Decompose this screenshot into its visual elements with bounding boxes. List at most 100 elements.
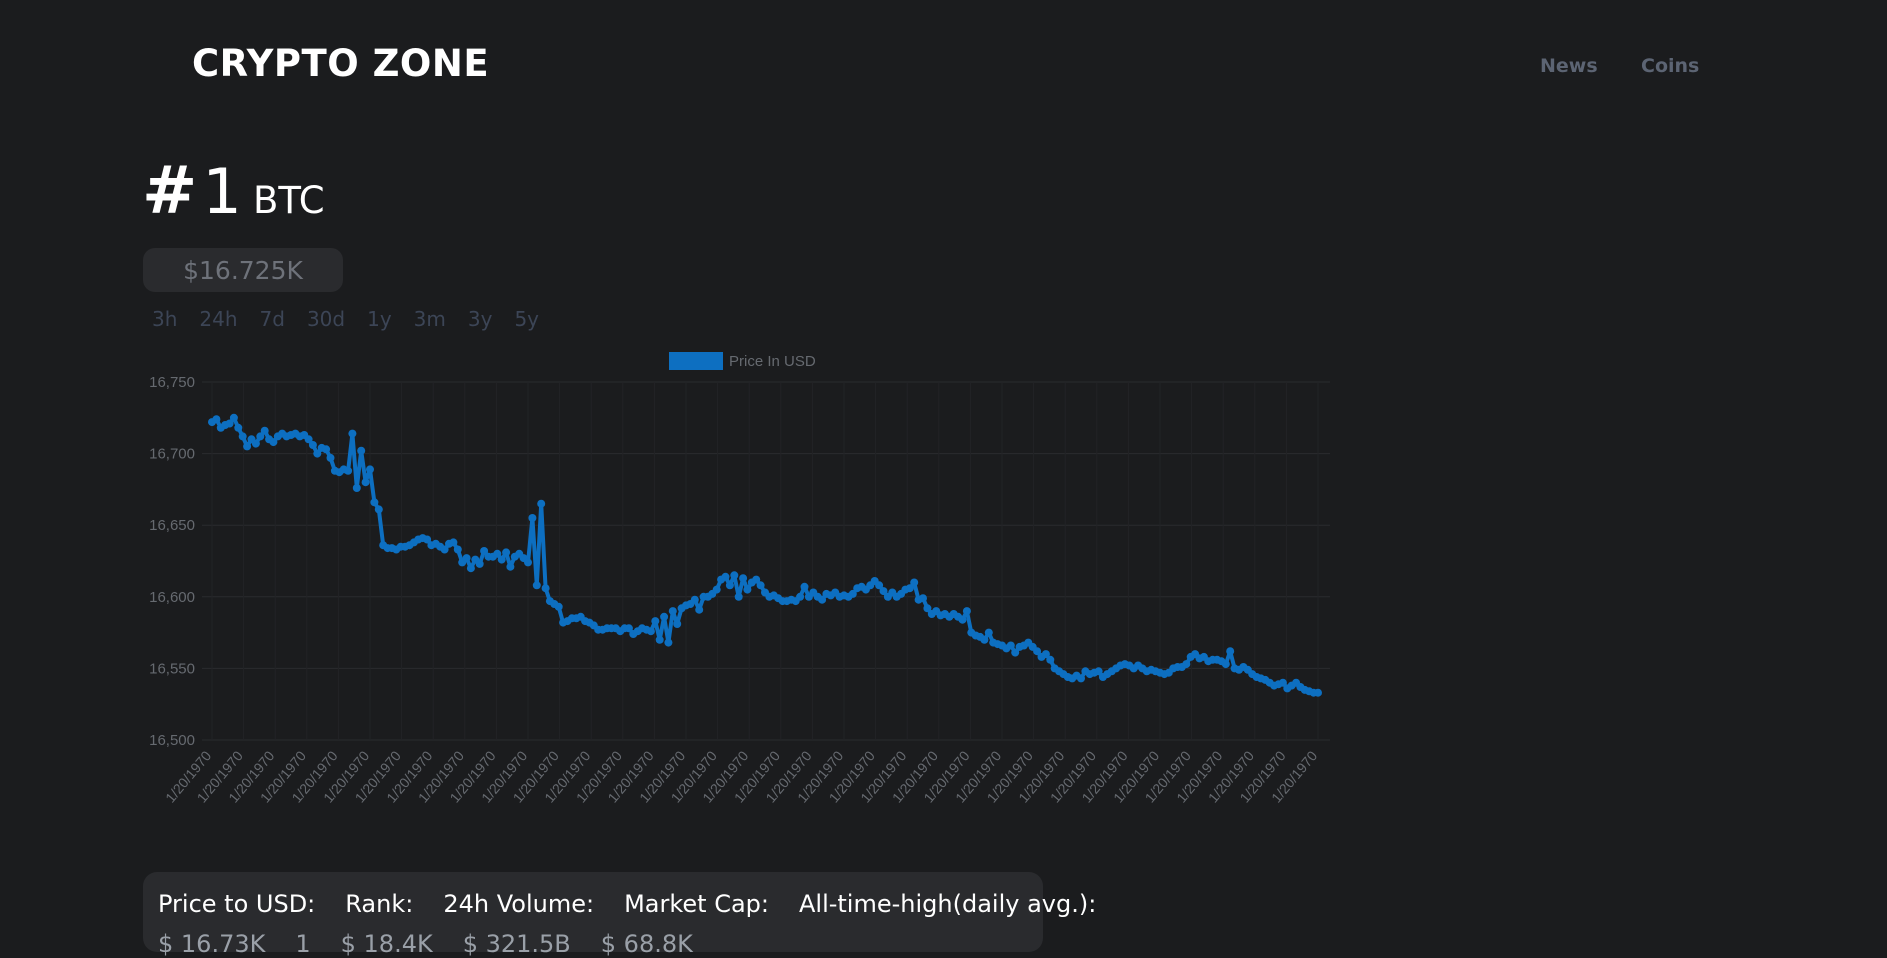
data-point bbox=[800, 582, 809, 591]
data-point bbox=[962, 607, 971, 616]
data-point bbox=[374, 505, 383, 514]
stat-value-price: $ 16.73K bbox=[158, 930, 266, 958]
data-point bbox=[466, 564, 475, 573]
data-point bbox=[370, 498, 379, 507]
data-point bbox=[1041, 650, 1050, 659]
data-point bbox=[497, 555, 506, 564]
data-point bbox=[1182, 660, 1191, 669]
data-point bbox=[532, 581, 541, 590]
range-24h[interactable]: 24h bbox=[199, 307, 238, 331]
data-point bbox=[524, 558, 532, 567]
range-30d[interactable]: 30d bbox=[306, 307, 346, 331]
rank-prefix: # bbox=[142, 152, 198, 229]
data-point bbox=[668, 607, 677, 616]
range-1y[interactable]: 1y bbox=[367, 307, 392, 331]
stat-value-ath: $ 68.8K bbox=[600, 930, 693, 958]
price-badge: $16.725K bbox=[143, 248, 343, 292]
data-point bbox=[453, 545, 462, 554]
data-point bbox=[344, 466, 353, 475]
brand-logo[interactable]: CRYPTO ZONE bbox=[192, 42, 490, 85]
data-point bbox=[212, 415, 221, 424]
data-point bbox=[304, 435, 313, 444]
stat-label-rank: Rank: bbox=[345, 890, 414, 918]
data-point bbox=[624, 624, 633, 633]
data-point bbox=[875, 581, 884, 590]
range-3h[interactable]: 3h bbox=[152, 307, 178, 331]
range-3m[interactable]: 3m bbox=[413, 307, 446, 331]
price-value: $16.725K bbox=[183, 255, 303, 285]
data-point bbox=[730, 571, 739, 580]
data-point bbox=[712, 585, 721, 594]
data-point bbox=[260, 426, 269, 435]
data-point bbox=[462, 554, 471, 563]
data-point bbox=[475, 559, 484, 568]
data-point bbox=[756, 581, 765, 590]
data-point bbox=[366, 465, 374, 474]
stat-value-marketcap: $ 321.5B bbox=[462, 930, 571, 958]
data-point bbox=[910, 578, 919, 587]
data-point bbox=[848, 589, 857, 598]
price-chart: Price In USD 16,750 16,700 16,650 16,600 16,5… bbox=[149, 352, 1330, 806]
data-point bbox=[313, 449, 322, 458]
data-point bbox=[664, 638, 673, 647]
legend-label: Price In USD bbox=[729, 353, 816, 370]
range-5y[interactable]: 5y bbox=[514, 307, 540, 331]
data-point bbox=[818, 595, 827, 604]
data-point bbox=[225, 419, 234, 428]
stat-label-volume: 24h Volume: bbox=[443, 890, 595, 918]
coin-symbol: BTC bbox=[252, 179, 325, 222]
data-point bbox=[1278, 678, 1287, 687]
stat-label-marketcap: Market Cap: bbox=[624, 890, 769, 918]
data-point bbox=[752, 575, 761, 584]
data-point bbox=[980, 635, 989, 644]
data-point bbox=[796, 592, 805, 601]
data-point bbox=[660, 612, 669, 621]
data-point bbox=[734, 592, 743, 601]
data-point bbox=[537, 499, 546, 508]
data-point bbox=[528, 514, 537, 522]
data-point bbox=[440, 545, 449, 554]
stat-value-rank: 1 bbox=[295, 930, 311, 958]
data-point bbox=[646, 627, 655, 636]
y-tick-label: 16,600 bbox=[149, 589, 195, 606]
data-point bbox=[721, 572, 730, 581]
data-point bbox=[1046, 655, 1055, 664]
y-tick-label: 16,550 bbox=[149, 660, 195, 677]
data-point bbox=[919, 594, 927, 603]
data-point bbox=[506, 562, 515, 571]
nav-coins-link[interactable]: Coins bbox=[1641, 55, 1700, 77]
data-point bbox=[322, 445, 331, 454]
y-tick-label: 16,500 bbox=[149, 732, 195, 749]
range-3y[interactable]: 3y bbox=[467, 307, 493, 331]
data-point bbox=[923, 604, 932, 613]
data-point bbox=[352, 484, 361, 492]
data-point bbox=[357, 446, 366, 455]
data-point bbox=[743, 585, 752, 594]
data-point bbox=[1094, 667, 1103, 676]
data-point bbox=[1314, 688, 1322, 697]
data-point bbox=[879, 587, 888, 596]
data-point bbox=[1077, 674, 1085, 683]
nav-news-link[interactable]: News bbox=[1540, 55, 1598, 77]
data-point bbox=[502, 548, 511, 557]
data-point bbox=[725, 581, 734, 590]
data-point bbox=[449, 538, 458, 547]
rank-number: 1 bbox=[202, 155, 242, 228]
y-tick-label: 16,700 bbox=[149, 446, 195, 463]
data-point bbox=[229, 413, 238, 422]
data-point bbox=[1033, 647, 1042, 656]
range-7d[interactable]: 7d bbox=[259, 307, 285, 331]
data-point bbox=[493, 549, 502, 558]
y-tick-label: 16,750 bbox=[149, 374, 195, 391]
stats-panel: Price to USD: Rank: 24h Volume: Market C… bbox=[143, 872, 1096, 958]
data-point bbox=[690, 595, 699, 604]
data-point bbox=[269, 438, 278, 447]
data-point bbox=[905, 584, 914, 593]
data-point bbox=[238, 432, 247, 441]
data-point bbox=[1006, 641, 1015, 650]
data-point bbox=[655, 635, 664, 644]
data-point bbox=[423, 535, 432, 544]
data-point bbox=[541, 584, 550, 593]
data-point bbox=[326, 453, 335, 462]
data-point bbox=[256, 432, 265, 441]
